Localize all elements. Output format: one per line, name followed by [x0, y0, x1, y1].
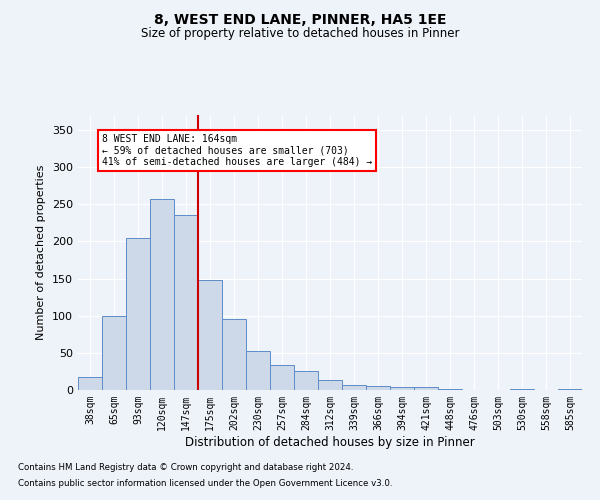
Bar — [270, 364, 294, 390]
Y-axis label: Number of detached properties: Number of detached properties — [37, 165, 46, 340]
Bar — [342, 385, 366, 390]
Bar — [102, 316, 126, 390]
Bar — [390, 387, 414, 390]
Text: Contains HM Land Registry data © Crown copyright and database right 2024.: Contains HM Land Registry data © Crown c… — [18, 464, 353, 472]
Bar — [294, 372, 318, 390]
Text: Size of property relative to detached houses in Pinner: Size of property relative to detached ho… — [141, 28, 459, 40]
X-axis label: Distribution of detached houses by size in Pinner: Distribution of detached houses by size … — [185, 436, 475, 448]
Bar — [150, 199, 174, 390]
Text: 8 WEST END LANE: 164sqm
← 59% of detached houses are smaller (703)
41% of semi-d: 8 WEST END LANE: 164sqm ← 59% of detache… — [102, 134, 372, 167]
Bar — [366, 386, 390, 390]
Bar — [414, 387, 438, 390]
Bar — [558, 388, 582, 390]
Bar — [318, 380, 342, 390]
Bar — [78, 378, 102, 390]
Bar — [198, 280, 222, 390]
Bar — [174, 214, 198, 390]
Text: Contains public sector information licensed under the Open Government Licence v3: Contains public sector information licen… — [18, 478, 392, 488]
Bar — [246, 352, 270, 390]
Bar — [222, 320, 246, 390]
Text: 8, WEST END LANE, PINNER, HA5 1EE: 8, WEST END LANE, PINNER, HA5 1EE — [154, 12, 446, 26]
Bar — [126, 238, 150, 390]
